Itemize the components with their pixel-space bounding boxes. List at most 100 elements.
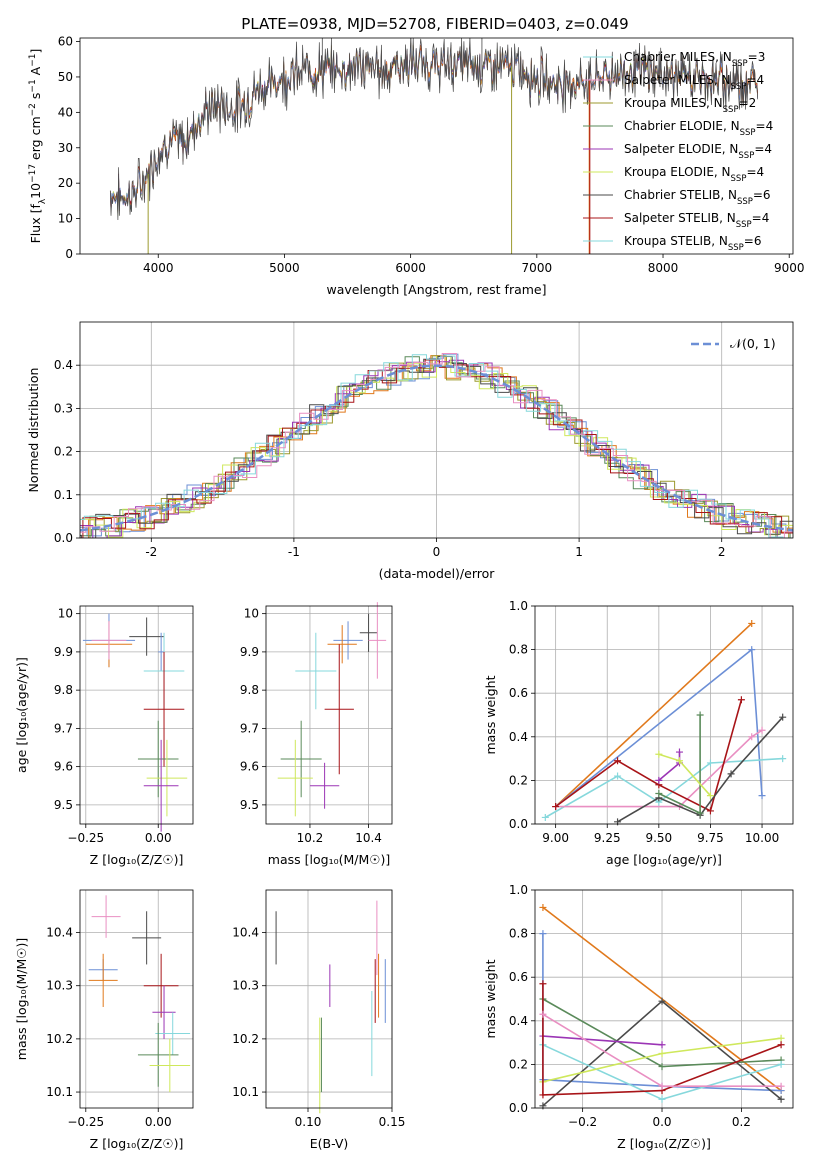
y-tick-label: 30: [58, 141, 73, 155]
y-tick-label: 10: [58, 212, 73, 226]
y-axis-label: Normed distribution: [26, 368, 41, 493]
x-tick-label: 0.2: [732, 1115, 751, 1129]
y-tick-label: 9.7: [54, 721, 73, 735]
legend-label: Chabrier ELODIE, NSSP=4: [624, 119, 773, 138]
y-tick-label: 9.5: [240, 798, 259, 812]
weight-marker: [655, 776, 663, 784]
age-vs-mass-panel: 10.2 10.4 9.5 9.6 9.7 9.8 9.9 10 mass [log₁₀(M/M…: [240, 602, 393, 867]
x-tick-label: 0: [433, 545, 441, 559]
weight-marker: [539, 930, 547, 938]
x-tick-label: 10.2: [297, 831, 324, 845]
y-tick-label: 1.0: [509, 883, 528, 897]
weight-marker: [777, 1095, 785, 1103]
legend-label: Chabrier MILES, NSSP=3: [624, 50, 765, 69]
y-tick-label: 0.1: [54, 488, 73, 502]
legend-label: Chabrier STELIB, NSSP=6: [624, 188, 771, 207]
x-axis-label: age [log₁₀(age/yr)]: [606, 852, 722, 867]
axes-frame: [79, 605, 194, 825]
x-tick-label: 10.00: [745, 831, 779, 845]
spectrum-panel: 4000 5000 6000 7000 8000 9000 0 10 20 30 40 50 60 wav…: [28, 35, 805, 297]
mass-vs-metallicity-panel: −0.25 0.00 10.1 10.2 10.3 10.4 Z [log₁₀(Z/Z☉)]…: [14, 889, 194, 1151]
emission-line: [321, 38, 483, 77]
y-tick-label: 10: [58, 607, 73, 621]
legend-label: Salpeter MILES, NSSP=4: [624, 73, 764, 92]
y-tick-label: 60: [58, 35, 73, 49]
x-tick-label: 0.10: [295, 1115, 322, 1129]
y-tick-label: 9.6: [240, 760, 259, 774]
y-axis-label: mass [log₁₀(M/M☉)]: [14, 938, 29, 1060]
y-tick-label: 9.8: [54, 683, 73, 697]
x-tick-label: 0.15: [379, 1115, 406, 1129]
y-tick-label: 1.0: [509, 599, 528, 613]
y-tick-label: 0.4: [509, 1014, 528, 1028]
weight-marker: [541, 813, 549, 821]
legend-label: Kroupa STELIB, NSSP=6: [624, 234, 762, 253]
y-tick-label: 0.4: [54, 358, 73, 372]
weight-marker: [696, 711, 704, 719]
weight-vs-age-panel: 9.00 9.25 9.50 9.75 10.00 0.0 0.2 0.4 0.6 0.8 1.0 a…: [483, 599, 794, 867]
histogram-step: [80, 359, 793, 538]
weight-marker: [675, 748, 683, 756]
weight-marker: [706, 759, 714, 767]
histogram-step: [80, 353, 793, 538]
histogram-step: [80, 354, 793, 538]
y-tick-label: 9.9: [54, 645, 73, 659]
y-tick-label: 10.2: [46, 1032, 73, 1046]
x-axis-label: E(B-V): [310, 1136, 349, 1151]
weight-marker: [777, 1034, 785, 1042]
axes-frame: [265, 889, 393, 1109]
weight-line: [542, 983, 782, 1096]
weight-marker: [552, 803, 560, 811]
weight-marker: [779, 755, 787, 763]
weight-marker: [658, 1050, 666, 1057]
weight-vs-metallicity-panel: −0.2 0.0 0.2 0.0 0.2 0.4 0.6 0.8 1.0 Z [log₁₀(Z/Z…: [483, 883, 794, 1151]
weight-marker: [777, 1082, 785, 1090]
x-tick-label: −0.2: [568, 1115, 597, 1129]
y-tick-label: 0.8: [509, 927, 528, 941]
weight-marker: [655, 789, 663, 797]
x-tick-label: −0.25: [67, 831, 104, 845]
weight-marker: [748, 733, 756, 741]
legend-label: 𝒩(0, 1): [730, 336, 776, 351]
y-tick-label: 9.9: [240, 645, 259, 659]
weight-marker: [539, 980, 547, 988]
histogram-step: [80, 356, 793, 538]
y-tick-label: 0.6: [509, 970, 528, 984]
y-tick-label: 10: [244, 607, 259, 621]
y-tick-label: 0.8: [509, 643, 528, 657]
y-tick-label: 10.2: [232, 1032, 259, 1046]
x-tick-label: 4000: [143, 261, 174, 275]
y-tick-label: 0.0: [509, 1101, 528, 1115]
weight-line: [542, 1035, 663, 1046]
y-tick-label: 0.0: [54, 531, 73, 545]
x-tick-label: -2: [145, 545, 157, 559]
legend-label: Kroupa ELODIE, NSSP=4: [624, 165, 764, 184]
x-tick-label: 9.00: [542, 831, 569, 845]
y-axis-label: age [log₁₀(age/yr)]: [14, 657, 29, 773]
spectrum-line: [109, 38, 759, 221]
y-tick-label: 0.2: [509, 1057, 528, 1071]
x-tick-label: 7000: [522, 261, 553, 275]
legend-label: Kroupa MILES, NSSP=2: [624, 96, 756, 115]
y-axis-label: Flux [fλ10−17 erg cm−2 s−1 A−1]: [28, 49, 48, 244]
axes-frame: [534, 889, 794, 1109]
weight-marker: [727, 770, 735, 778]
y-tick-label: 0.2: [54, 445, 73, 459]
x-tick-label: 6000: [395, 261, 426, 275]
axes-frame: [79, 889, 194, 1109]
x-axis-label: Z [log₁₀(Z/Z☉)]: [90, 852, 184, 867]
x-axis-label: Z [log₁₀(Z/Z☉)]: [617, 1136, 711, 1151]
x-tick-label: 9000: [774, 261, 805, 275]
y-tick-label: 0.6: [509, 686, 528, 700]
histogram-step: [80, 356, 793, 538]
x-tick-label: −0.25: [67, 1115, 104, 1129]
weight-marker: [539, 903, 547, 911]
residual-histogram-panel: -2 -1 0 1 2 0.0 0.1 0.2 0.3 0.4 (data-model)/error…: [26, 321, 794, 581]
x-tick-label: 10.4: [355, 831, 382, 845]
weight-marker: [737, 696, 745, 704]
weight-line: [658, 752, 681, 782]
y-axis-label: mass weight: [483, 959, 498, 1038]
histogram-step: [80, 355, 793, 538]
x-tick-label: 8000: [648, 261, 679, 275]
